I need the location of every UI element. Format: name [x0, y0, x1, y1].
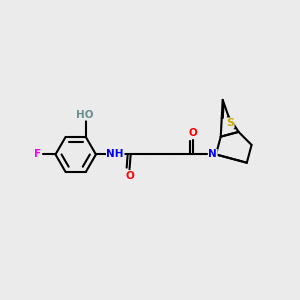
Text: F: F — [34, 149, 41, 160]
Text: O: O — [125, 171, 134, 181]
Text: NH: NH — [106, 149, 124, 160]
Text: N: N — [208, 149, 217, 160]
Text: S: S — [226, 118, 234, 128]
Text: HO: HO — [76, 110, 93, 120]
Text: O: O — [189, 128, 197, 138]
